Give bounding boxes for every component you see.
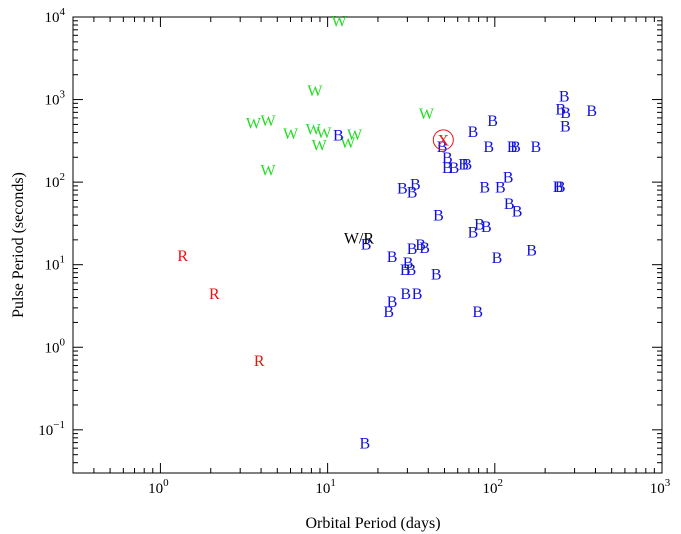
point-W: W <box>340 135 356 152</box>
point-W: W <box>260 163 276 180</box>
point-W: W <box>306 122 322 139</box>
point-B: B <box>503 170 514 187</box>
point-B: B <box>387 249 398 266</box>
point-W: W <box>307 83 323 100</box>
point-B: B <box>487 113 498 130</box>
point-B: B <box>437 139 448 156</box>
point-B: B <box>449 160 460 177</box>
point-B: B <box>333 128 344 145</box>
point-W: W <box>419 106 435 123</box>
point-B: B <box>407 241 418 258</box>
point-B: B <box>559 89 570 106</box>
point-B: B <box>415 237 426 254</box>
point-B: B <box>397 180 408 197</box>
point-B: B <box>407 184 418 201</box>
point-B: B <box>461 157 472 174</box>
y-tick-label: 10−1 <box>38 419 65 439</box>
highlight-circle <box>432 129 454 151</box>
point-B: B <box>458 157 469 174</box>
point-W: W <box>260 113 276 130</box>
point-B: B <box>468 224 479 241</box>
point-B: B <box>479 180 490 197</box>
point-B: B <box>468 124 479 141</box>
point-B: B <box>555 179 566 196</box>
point-B: B <box>400 286 411 303</box>
y-tick-label: 104 <box>45 6 66 26</box>
point-R: R <box>177 248 188 265</box>
point-B: B <box>412 286 423 303</box>
point-B: B <box>510 139 521 156</box>
point-B: B <box>431 267 442 284</box>
y-tick-label: 101 <box>45 254 66 274</box>
point-B: B <box>442 160 453 177</box>
point-B: B <box>472 304 483 321</box>
x-tick-label: 100 <box>148 477 169 497</box>
point-B: B <box>403 255 414 272</box>
point-B: B <box>586 103 597 120</box>
y-tick-label: 103 <box>45 89 66 109</box>
plot-frame <box>72 16 663 474</box>
x-axis-label: Orbital Period (days) <box>305 515 440 532</box>
y-tick-label: 100 <box>45 336 66 356</box>
point-B: B <box>387 294 398 311</box>
point-B: B <box>531 139 542 156</box>
y-axis-label: Pulse Period (seconds) <box>10 172 27 318</box>
point-W: W <box>347 127 363 144</box>
point-B: B <box>553 179 564 196</box>
x-tick-label: 102 <box>483 477 504 497</box>
point-B: B <box>555 101 566 118</box>
y-tick-label: 102 <box>45 171 66 191</box>
point-W: W <box>283 126 299 143</box>
point-B: B <box>361 236 372 253</box>
point-B: B <box>474 217 485 234</box>
point-W: W <box>331 14 347 31</box>
point-X: X <box>438 132 450 149</box>
point-B: B <box>512 203 523 220</box>
point-B: B <box>406 262 417 279</box>
point-B: B <box>507 139 518 156</box>
point-B: B <box>400 262 411 279</box>
point-B: B <box>495 180 506 197</box>
point-B: B <box>383 304 394 321</box>
point-B: B <box>442 150 453 167</box>
point-B: B <box>410 176 421 193</box>
x-tick-label: 101 <box>315 477 336 497</box>
point-B: B <box>504 196 515 213</box>
point-B: B <box>560 105 571 122</box>
point-W: W <box>316 125 332 142</box>
point-B: B <box>360 436 371 453</box>
tick-labels: 100 101 102 103 10−1 100 101 102 103 104 <box>38 6 670 497</box>
point-R: R <box>254 353 265 370</box>
point-B: B <box>492 250 503 267</box>
region-annotation: W/R <box>344 231 375 248</box>
point-W: W <box>312 138 328 155</box>
point-B: B <box>419 240 430 257</box>
point-B: B <box>560 118 571 135</box>
axis-ticks <box>72 16 663 474</box>
point-B: B <box>433 207 444 224</box>
x-tick-label: 103 <box>650 477 671 497</box>
point-R: R <box>209 286 220 303</box>
point-B: B <box>481 219 492 236</box>
point-W: W <box>246 116 262 133</box>
point-B: B <box>483 139 494 156</box>
point-B: B <box>526 243 537 260</box>
annotations: W/R <box>344 231 375 248</box>
